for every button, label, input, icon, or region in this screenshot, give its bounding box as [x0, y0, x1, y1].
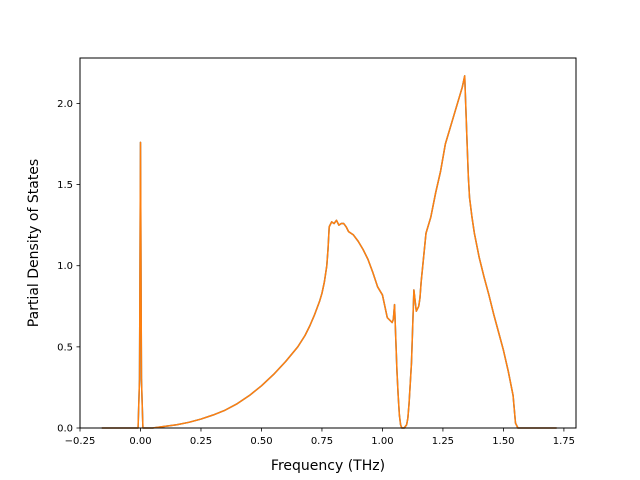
series-line-0: [101, 75, 557, 429]
x-axis: −0.25 0.00 0.25 0.50 0.75 1.00 1.25 1.50 1.75: [65, 428, 575, 447]
x-tick-label: 0.50: [250, 436, 272, 447]
x-tick-label: 1.00: [371, 436, 393, 447]
y-tick-label: 1.5: [57, 180, 73, 191]
x-tick-label: −0.25: [65, 436, 96, 447]
y-tick-label: 2.0: [57, 99, 73, 110]
x-tick-label: 1.25: [432, 436, 454, 447]
x-tick-label: 0.75: [311, 436, 333, 447]
x-axis-label: Frequency (THz): [271, 458, 385, 474]
x-tick-label: 0.00: [129, 436, 151, 447]
x-tick-label: 1.75: [553, 436, 575, 447]
series-layer: [101, 75, 557, 429]
y-tick-label: 0.5: [57, 342, 73, 353]
series-line-1: [101, 75, 557, 429]
y-tick-label: 1.0: [57, 261, 73, 272]
plot-area-frame: [79, 57, 577, 429]
y-tick-label: 0.0: [57, 424, 73, 435]
x-tick-label: 1.50: [492, 436, 514, 447]
y-axis: 0.0 0.5 1.0 1.5 2.0: [57, 99, 80, 435]
x-tick-label: 0.25: [190, 436, 212, 447]
y-axis-label: Partial Density of States: [26, 159, 42, 327]
